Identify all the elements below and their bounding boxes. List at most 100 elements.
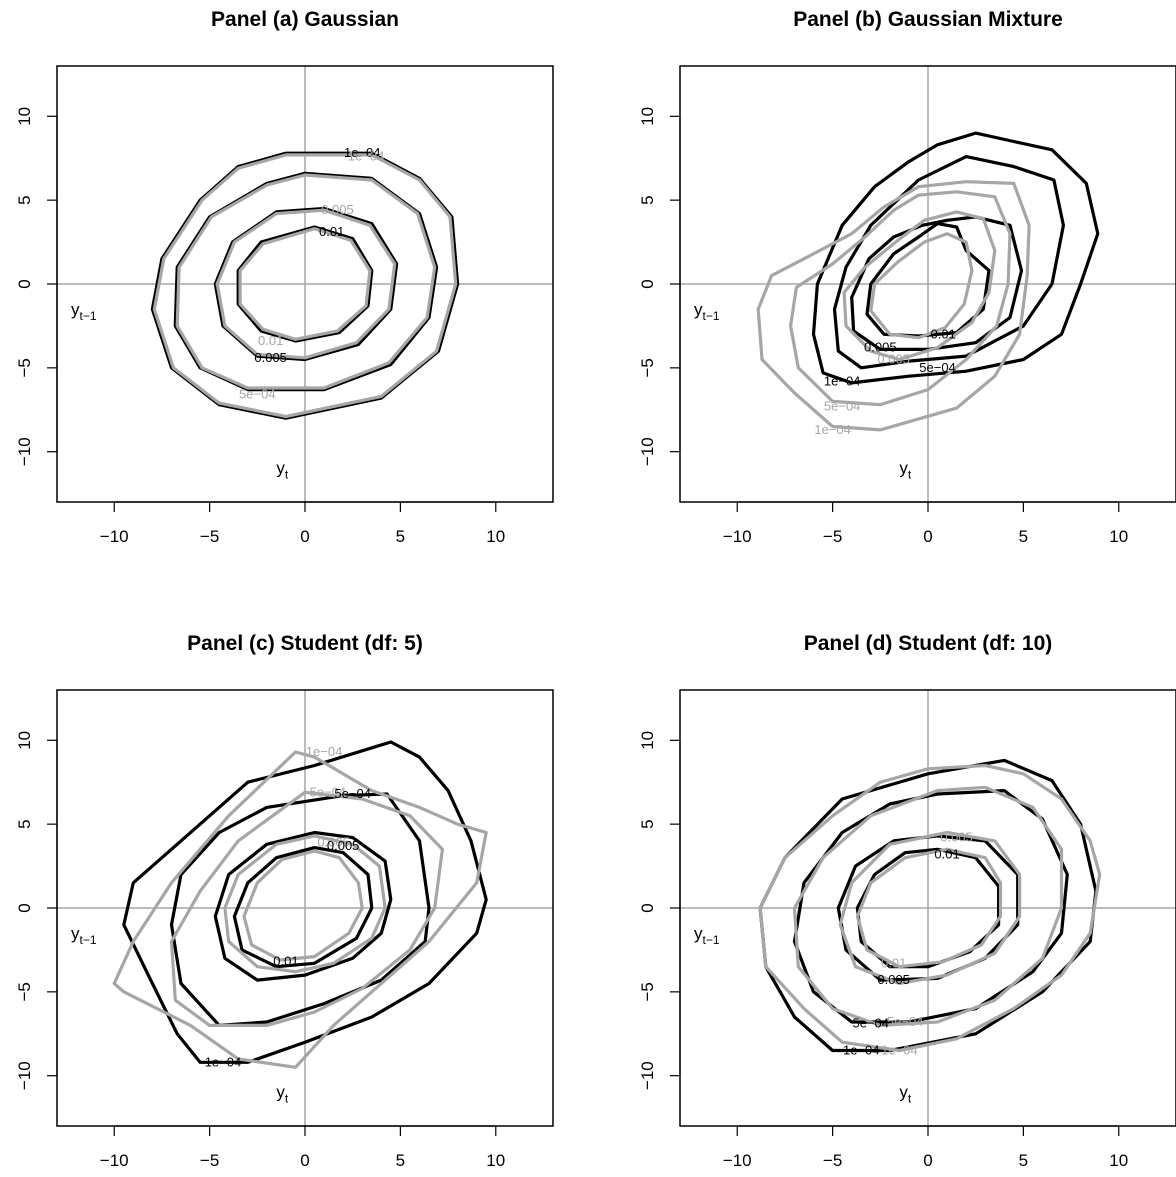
x-tick-label: −10 [723, 527, 752, 546]
contour-label: 0.005 [877, 972, 910, 987]
contour-gray-0.01 [238, 227, 372, 341]
contour-gray-0.01 [855, 847, 1003, 969]
contour-gray-5e-04 [789, 190, 1012, 407]
contour-label: 5e−04 [824, 398, 861, 413]
x-tick-label: −5 [200, 1151, 219, 1170]
contour-gray-0.01 [242, 849, 364, 962]
y-tick-label: 10 [638, 731, 657, 750]
x-tick-label: 5 [1019, 527, 1028, 546]
panel-title: Panel (c) Student (df: 5) [187, 632, 423, 655]
contour-black-0.01 [236, 225, 374, 343]
contour-label: 5e−04 [239, 387, 276, 402]
contour-gray-1e-04 [758, 763, 1102, 1053]
contour-black-0.005 [836, 834, 1020, 982]
contour-label: 0.01 [931, 326, 956, 341]
contour-gray-1e-04 [756, 180, 1031, 432]
contour-label: 0.01 [881, 955, 906, 970]
contour-label: 0.005 [864, 340, 897, 355]
y-tick-label: −10 [638, 1061, 657, 1090]
x-tick-label: 0 [300, 527, 309, 546]
x-tick-label: −10 [723, 1151, 752, 1170]
x-variable-label: yt [899, 458, 912, 481]
x-tick-label: 5 [1019, 1151, 1028, 1170]
contour-label: 1e−04 [843, 1043, 880, 1058]
x-variable-label: yt [899, 1082, 912, 1105]
x-tick-label: −5 [823, 527, 842, 546]
y-tick-label: 10 [638, 107, 657, 126]
contour-gray-5e-04 [175, 173, 437, 390]
contour-gray-5e-04 [792, 785, 1064, 1027]
contour-black-1e-04 [811, 131, 1100, 385]
panel-d: Panel (d) Student (df: 10)0.0050.010.010… [638, 632, 1176, 1170]
x-tick-label: 10 [1109, 1151, 1128, 1170]
x-tick-label: 5 [396, 527, 405, 546]
contour-black-5e-04 [832, 155, 1065, 370]
y-tick-label: −5 [638, 982, 657, 1001]
x-variable-label: yt [276, 1082, 289, 1105]
contour-label: 1e−04 [814, 422, 851, 437]
y-tick-label: −5 [15, 982, 34, 1001]
contour-label: 0.005 [327, 838, 360, 853]
contour-gray-0.01 [869, 232, 974, 340]
y-tick-label: 5 [638, 819, 657, 828]
y-tick-label: −10 [15, 437, 34, 466]
x-tick-label: 0 [300, 1151, 309, 1170]
contour-gray-0.005 [842, 210, 997, 362]
x-tick-label: 0 [923, 527, 932, 546]
contour-label: 5e−04 [919, 360, 956, 375]
y-tick-label: −10 [638, 437, 657, 466]
contour-label: 5e−04 [310, 784, 347, 799]
contour-label: 0.005 [877, 351, 910, 366]
y-tick-label: 5 [15, 819, 34, 828]
contour-label: 0.005 [254, 350, 287, 365]
y-variable-label: yt−1 [694, 300, 720, 323]
x-tick-label: 10 [1109, 527, 1128, 546]
x-variable-label: yt [276, 458, 289, 481]
contour-label: 0.01 [934, 846, 959, 861]
y-tick-label: 0 [15, 903, 34, 912]
y-tick-label: 5 [638, 195, 657, 204]
contour-black-5e-04 [169, 792, 431, 1027]
contour-gray-1e-04 [112, 750, 488, 1069]
y-tick-label: 10 [15, 731, 34, 750]
contour-label: 5e−04 [334, 786, 371, 801]
contour-black-1e-04 [122, 740, 488, 1064]
panel-c: Panel (c) Student (df: 5) 1e−04 5e−045e−04… [15, 632, 554, 1170]
y-tick-label: 10 [15, 107, 34, 126]
y-tick-label: 0 [638, 279, 657, 288]
x-tick-label: 10 [486, 527, 505, 546]
panel-b: Panel (b) Gaussian Mixture 0.01 0.0050.005… [638, 8, 1176, 546]
y-tick-label: −5 [638, 358, 657, 377]
x-tick-label: −10 [100, 527, 129, 546]
x-tick-label: 0 [923, 1151, 932, 1170]
panel-title: Panel (d) Student (df: 10) [804, 632, 1053, 655]
panel-title: Panel (b) Gaussian Mixture [793, 8, 1063, 31]
contour-label: 1e−04 [344, 145, 381, 160]
contour-label: 5e−04 [887, 1014, 924, 1029]
contour-gray-5e-04 [169, 790, 444, 1027]
panel-title: Panel (a) Gaussian [211, 8, 399, 31]
x-tick-label: 5 [396, 1151, 405, 1170]
y-tick-label: 5 [15, 195, 34, 204]
x-tick-label: 10 [486, 1151, 505, 1170]
contour-label: 5e−04 [853, 1016, 890, 1031]
x-tick-label: −5 [200, 527, 219, 546]
y-variable-label: yt−1 [694, 924, 720, 947]
contour-label: 1e−04 [881, 1043, 918, 1058]
contour-black-0.005 [213, 830, 393, 982]
contour-label: 0.005 [940, 830, 973, 845]
x-tick-label: −10 [100, 1151, 129, 1170]
x-tick-label: −5 [823, 1151, 842, 1170]
contour-label: 1e−04 [824, 373, 861, 388]
contour-gray-1e-04 [152, 153, 458, 419]
contour-black-0.01 [232, 846, 374, 969]
y-tick-label: 0 [15, 279, 34, 288]
contour-label: 0.01 [319, 224, 344, 239]
